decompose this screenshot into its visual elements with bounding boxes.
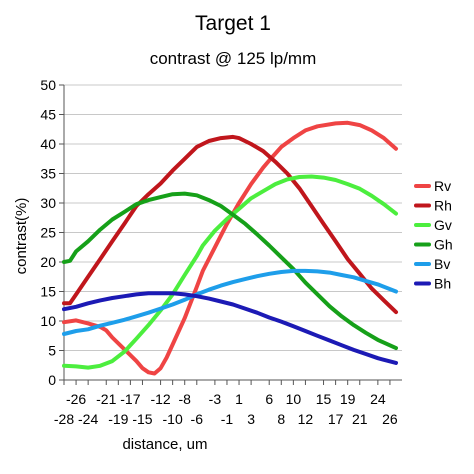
y-tick-label: 50 [40, 77, 56, 93]
x-tick-label-lower: -15 [132, 411, 152, 427]
x-tick-label-lower: 21 [352, 411, 368, 427]
x-tick-label-lower: -6 [191, 411, 204, 427]
x-tick-label-upper: 6 [265, 391, 273, 407]
legend-label-gh: Gh [434, 237, 453, 253]
x-tick-label-upper: 1 [235, 391, 243, 407]
y-tick-label: 35 [40, 166, 56, 182]
x-tick-label-lower: 8 [277, 411, 285, 427]
x-tick-label-upper: 24 [370, 391, 386, 407]
x-tick-label-upper: -21 [96, 391, 116, 407]
x-axis-label: distance, um [122, 436, 207, 453]
legend-label-bv: Bv [434, 256, 450, 272]
x-tick-label-upper: 10 [286, 391, 302, 407]
y-tick-label: 0 [48, 372, 56, 388]
plot-area: 0 5 10 15 20 25 30 35 40 45 50 -26 -21 -17 -12 -8 -3 1 6 10… [40, 77, 402, 427]
series-line-gv [62, 174, 398, 370]
y-tick-label: 15 [40, 284, 56, 300]
series-line-bh [62, 291, 398, 365]
x-tick-label-lower: -1 [221, 411, 234, 427]
x-tick-label-upper: 19 [340, 391, 356, 407]
legend-label-gv: Gv [434, 217, 452, 233]
x-tick-label-upper: 15 [316, 391, 332, 407]
series-line-gh [62, 191, 398, 351]
legend-label-rh: Rh [434, 198, 452, 214]
x-tick-label-lower: -19 [108, 411, 128, 427]
y-tick-label: 10 [40, 313, 56, 329]
y-axis-label: contrast(%) [13, 198, 30, 275]
x-tick-label-upper: -3 [209, 391, 222, 407]
x-tick-label-lower: 12 [298, 411, 314, 427]
legend: Rv Rh Gv Gh Bv Bh [414, 178, 453, 292]
series-line-rh [62, 134, 398, 315]
series-line-rv [62, 120, 398, 376]
x-tick-label-upper: -12 [150, 391, 170, 407]
y-tick-label: 5 [48, 343, 56, 359]
x-tick-label-upper: -8 [178, 391, 191, 407]
chart-subtitle: contrast @ 125 lp/mm [150, 49, 317, 68]
chart-title: Target 1 [195, 12, 271, 35]
x-tick-label-upper: -26 [66, 391, 86, 407]
y-tick-label: 30 [40, 195, 56, 211]
x-tick-label-upper: -17 [120, 391, 140, 407]
x-tick-label-lower: -10 [163, 411, 183, 427]
y-tick-label: 20 [40, 254, 56, 270]
y-tick-label: 45 [40, 107, 56, 123]
series-line-bv [62, 268, 398, 336]
x-tick-label-lower: -24 [78, 411, 98, 427]
x-tick-label-lower: 3 [247, 411, 255, 427]
legend-label-rv: Rv [434, 178, 451, 194]
legend-label-bh: Bh [434, 276, 451, 292]
x-tick-label-lower: -28 [54, 411, 74, 427]
y-tick-label: 40 [40, 136, 56, 152]
y-tick-label: 25 [40, 225, 56, 241]
x-tick-label-lower: 26 [382, 411, 398, 427]
x-tick-label-lower: 17 [328, 411, 344, 427]
